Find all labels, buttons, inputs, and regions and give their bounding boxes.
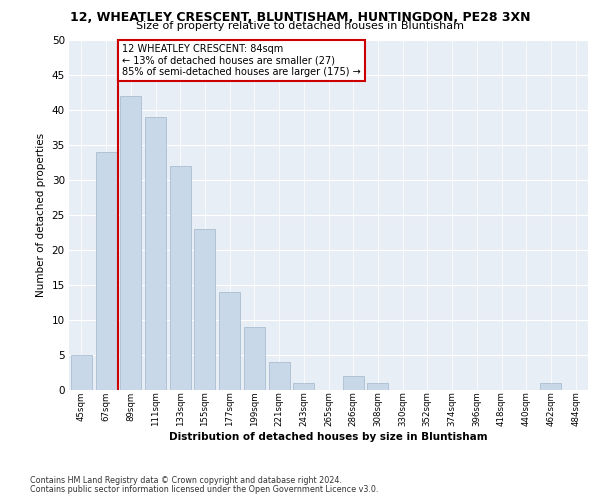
Bar <box>219 292 240 390</box>
Bar <box>194 229 215 390</box>
Bar <box>293 383 314 390</box>
Bar <box>71 355 92 390</box>
Bar <box>95 152 116 390</box>
Bar <box>343 376 364 390</box>
Bar <box>145 117 166 390</box>
Bar <box>541 383 562 390</box>
Text: Contains HM Land Registry data © Crown copyright and database right 2024.: Contains HM Land Registry data © Crown c… <box>30 476 342 485</box>
Text: 12, WHEATLEY CRESCENT, BLUNTISHAM, HUNTINGDON, PE28 3XN: 12, WHEATLEY CRESCENT, BLUNTISHAM, HUNTI… <box>70 11 530 24</box>
Bar <box>244 327 265 390</box>
Y-axis label: Number of detached properties: Number of detached properties <box>36 133 46 297</box>
Text: Size of property relative to detached houses in Bluntisham: Size of property relative to detached ho… <box>136 21 464 31</box>
Bar <box>120 96 141 390</box>
Bar <box>367 383 388 390</box>
Bar <box>269 362 290 390</box>
Text: 12 WHEATLEY CRESCENT: 84sqm
← 13% of detached houses are smaller (27)
85% of sem: 12 WHEATLEY CRESCENT: 84sqm ← 13% of det… <box>122 44 361 76</box>
Text: Contains public sector information licensed under the Open Government Licence v3: Contains public sector information licen… <box>30 485 379 494</box>
Text: Distribution of detached houses by size in Bluntisham: Distribution of detached houses by size … <box>169 432 488 442</box>
Bar <box>170 166 191 390</box>
